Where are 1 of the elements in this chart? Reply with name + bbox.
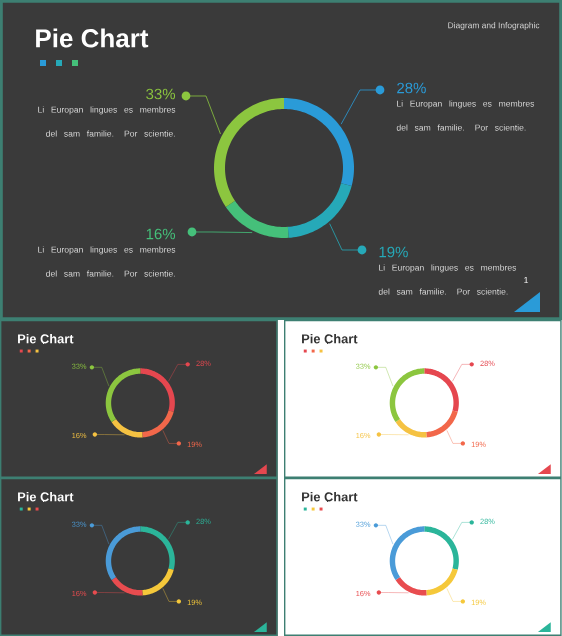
- chart-title: Pie Chart: [36, 28, 149, 48]
